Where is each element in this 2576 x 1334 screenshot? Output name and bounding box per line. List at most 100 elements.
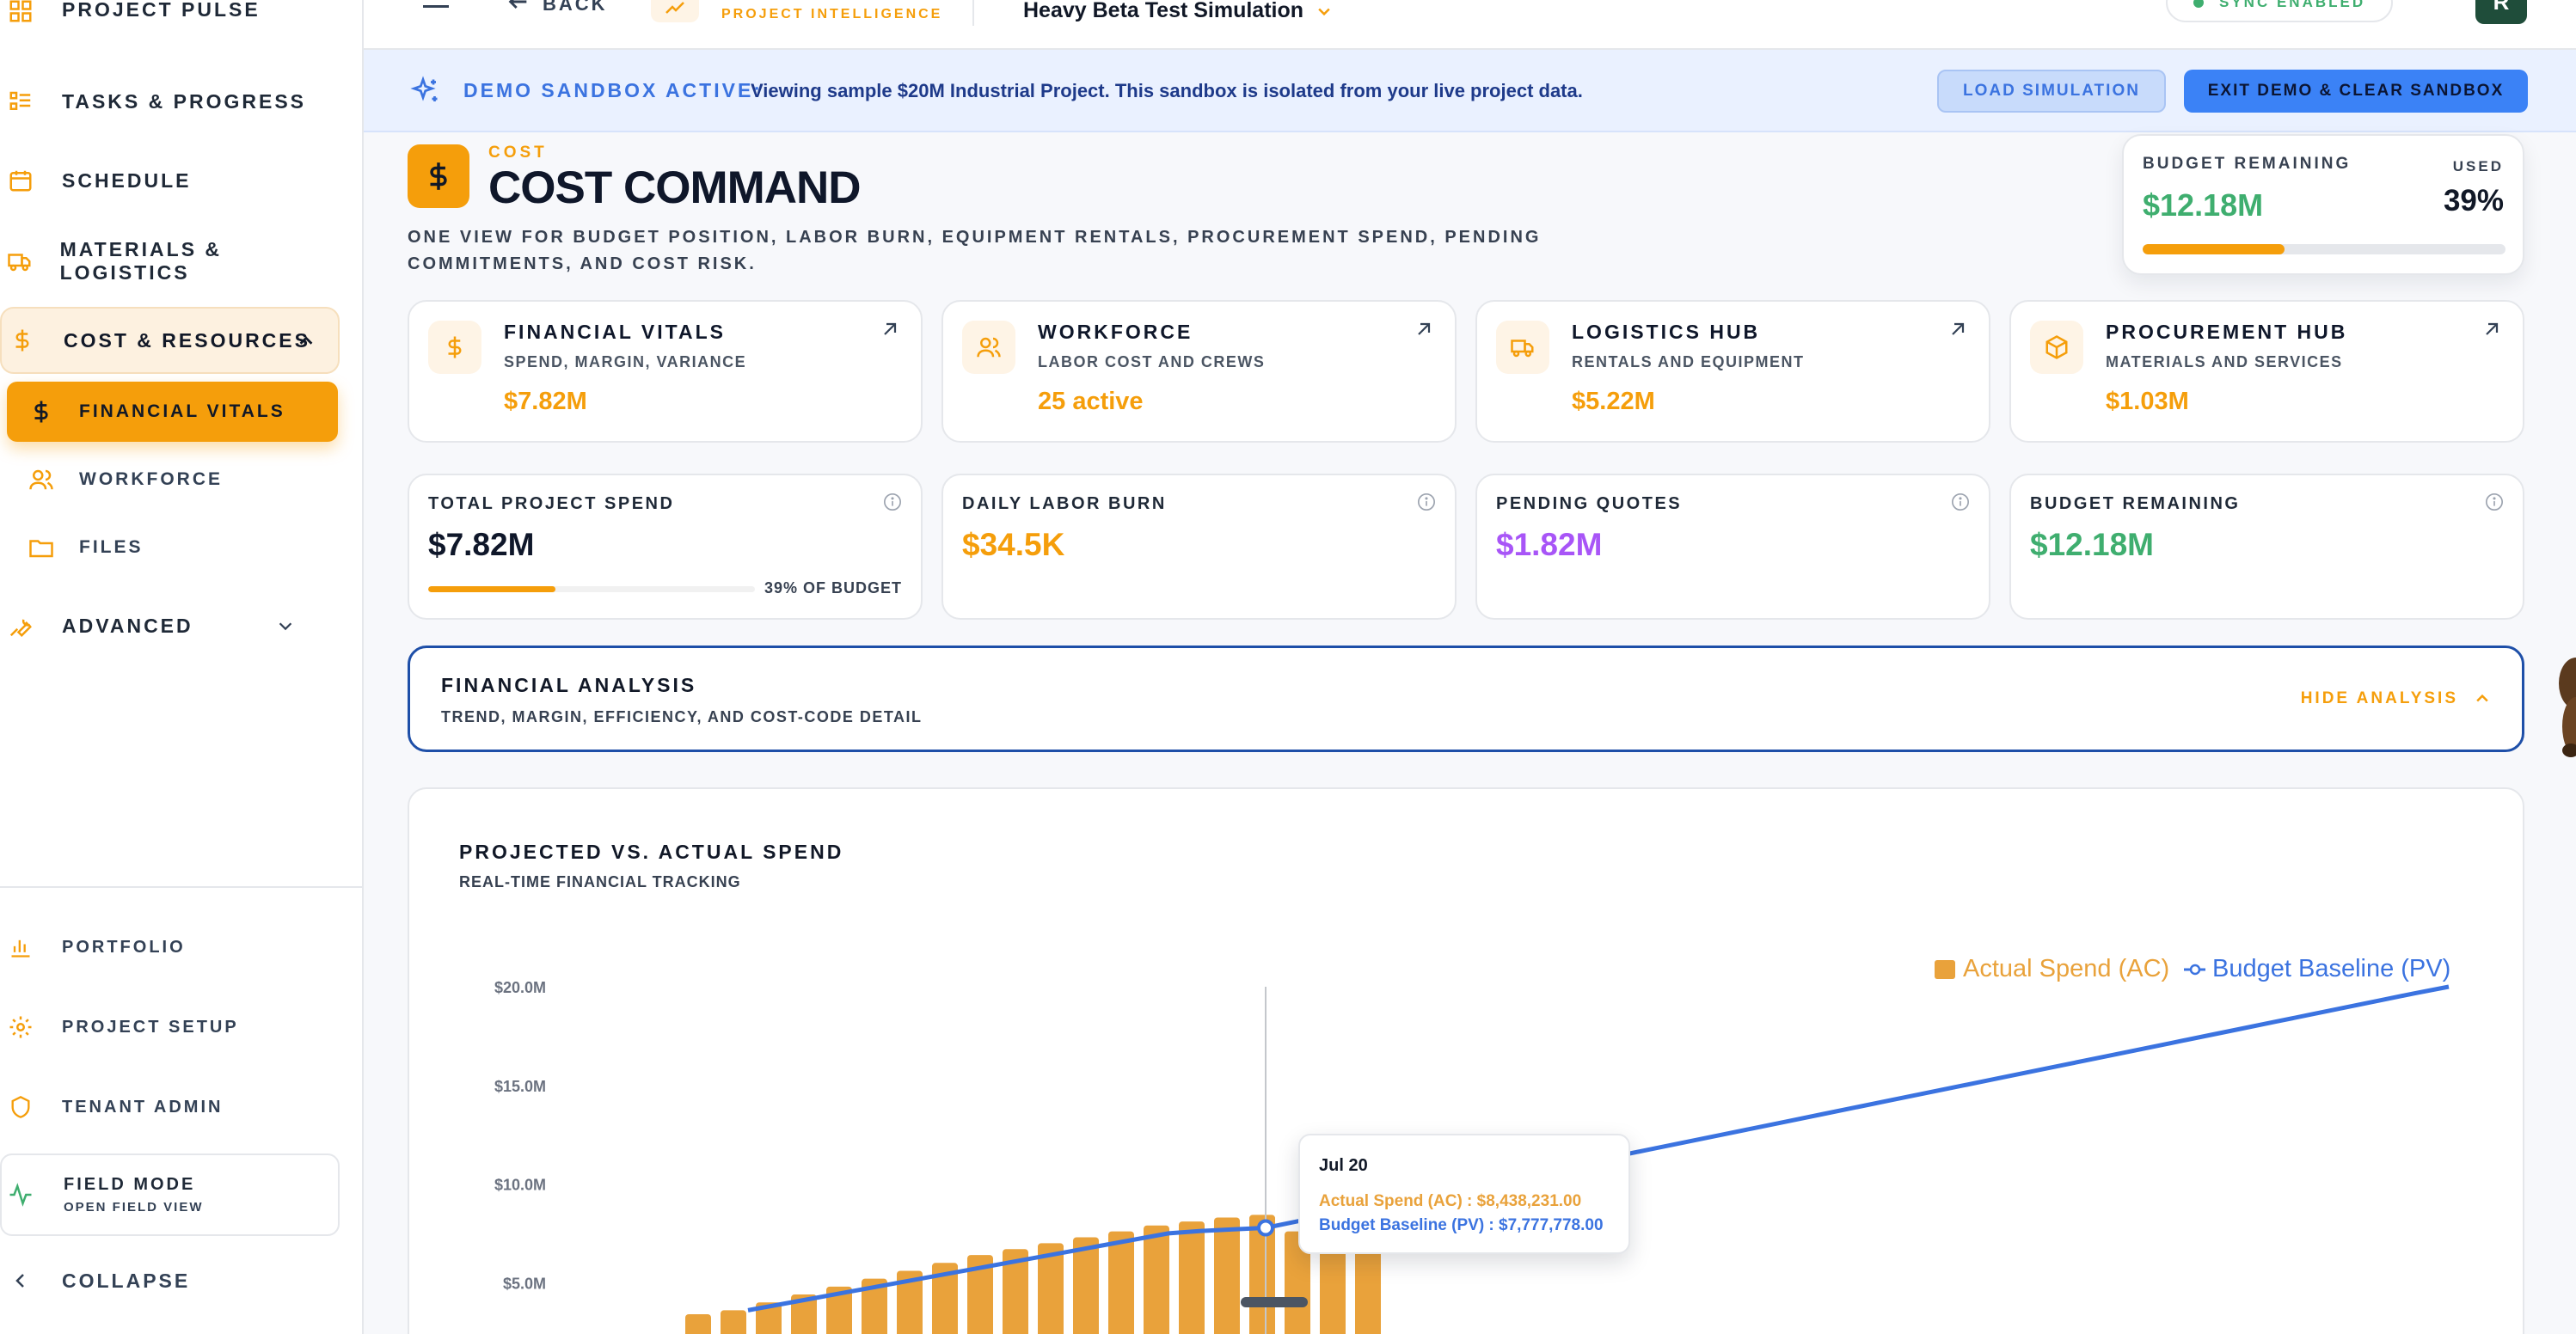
kpi-card-total-project-spend: TOTAL PROJECT SPEND $7.82M 39% OF BUDGET bbox=[408, 474, 923, 620]
budget-used-bar bbox=[2143, 244, 2505, 254]
chart-tooltip: Jul 20 Actual Spend (AC) : $8,438,231.00… bbox=[1298, 1134, 1630, 1254]
page-description-line: ONE VIEW FOR BUDGET POSITION, LABOR BURN… bbox=[408, 228, 1542, 247]
hub-value: $1.03M bbox=[2106, 388, 2189, 415]
tooltip-ac: Actual Spend (AC) : $8,438,231.00 bbox=[1319, 1192, 1582, 1210]
kpi-progress-bar bbox=[428, 586, 755, 592]
chart-title: PROJECTED VS. ACTUAL SPEND bbox=[459, 841, 844, 863]
truck-icon bbox=[1496, 321, 1549, 374]
sidebar-subitem-label: FILES bbox=[79, 537, 144, 557]
field-mode-button[interactable]: FIELD MODE OPEN FIELD VIEW bbox=[0, 1153, 340, 1236]
sidebar-item-tasks[interactable]: TASKS & PROGRESS bbox=[0, 83, 340, 120]
sidebar-subitem-workforce[interactable]: WORKFORCE bbox=[7, 450, 338, 510]
truck-icon bbox=[5, 246, 34, 277]
banner-title: DEMO SANDBOX ACTIVE: bbox=[463, 79, 763, 101]
sidebar-item-project-pulse[interactable]: PROJECT PULSE bbox=[0, 0, 340, 38]
sidebar-item-label: MATERIALS & LOGISTICS bbox=[59, 238, 223, 284]
kpi-label: DAILY LABOR BURN bbox=[962, 494, 1167, 513]
page-header-icon bbox=[408, 144, 469, 208]
sidebar-item-project-setup[interactable]: PROJECT SETUP bbox=[0, 1008, 340, 1046]
info-icon[interactable] bbox=[883, 493, 902, 511]
sidebar-item-tenant-admin[interactable]: TENANT ADMIN bbox=[0, 1088, 340, 1126]
page-description: ONE VIEW FOR BUDGET POSITION, LABOR BURN… bbox=[408, 224, 1541, 278]
sidebar-item-label: PROJECT PULSE bbox=[62, 0, 261, 21]
sidebar-item-advanced[interactable]: ADVANCED bbox=[0, 607, 340, 645]
page-description-line: COMMITMENTS, AND COST RISK. bbox=[408, 254, 757, 273]
users-icon bbox=[26, 464, 57, 495]
hub-subtitle: LABOR COST AND CREWS bbox=[1038, 353, 1266, 370]
hub-card-logistics-hub[interactable]: LOGISTICS HUB RENTALS AND EQUIPMENT $5.22M bbox=[1475, 300, 1990, 443]
analysis-subtitle: TREND, MARGIN, EFFICIENCY, AND COST-CODE… bbox=[441, 708, 923, 725]
back-button[interactable]: BACK bbox=[506, 0, 608, 18]
sparkles-icon bbox=[410, 76, 441, 111]
wrench-icon bbox=[5, 610, 36, 641]
budget-remaining-widget: BUDGET REMAINING $12.18M USED 39% bbox=[2122, 134, 2524, 275]
load-simulation-button[interactable]: LOAD SIMULATION bbox=[1937, 70, 2166, 113]
chart-subtitle: REAL-TIME FINANCIAL TRACKING bbox=[459, 873, 741, 890]
budget-used-fill bbox=[2143, 244, 2285, 254]
chevron-down-icon bbox=[276, 616, 295, 639]
sidebar-item-label: TENANT ADMIN bbox=[62, 1097, 224, 1117]
hub-card-procurement-hub[interactable]: PROCUREMENT HUB MATERIALS AND SERVICES $1.… bbox=[2009, 300, 2524, 443]
brand-subtitle: PROJECT INTELLIGENCE bbox=[721, 7, 943, 21]
back-label: BACK bbox=[543, 0, 608, 15]
sidebar: PROJECT PULSE TASKS & PROGRESS SCHEDULE … bbox=[0, 0, 364, 1334]
sidebar-group-cost-resources[interactable]: COST & RESOURCES bbox=[0, 307, 340, 374]
hub-subtitle: RENTALS AND EQUIPMENT bbox=[1572, 353, 1805, 370]
sidebar-item-portfolio[interactable]: PORTFOLIO bbox=[0, 928, 340, 966]
chevron-down-icon bbox=[1316, 3, 1333, 20]
kpi-label: PENDING QUOTES bbox=[1496, 494, 1683, 513]
menu-icon[interactable] bbox=[423, 0, 449, 20]
exit-demo-button[interactable]: EXIT DEMO & CLEAR SANDBOX bbox=[2184, 70, 2528, 113]
grid-icon bbox=[5, 0, 36, 27]
project-name: Heavy Beta Test Simulation bbox=[1023, 0, 1304, 22]
sidebar-item-materials[interactable]: MATERIALS & LOGISTICS bbox=[0, 238, 340, 284]
sidebar-subitem-files[interactable]: FILES bbox=[7, 517, 338, 578]
sidebar-subitem-financial-vitals[interactable]: FINANCIAL VITALS bbox=[7, 382, 338, 442]
kpi-label: BUDGET REMAINING bbox=[2030, 494, 2241, 513]
tooltip-pv: Budget Baseline (PV) : $7,777,778.00 bbox=[1319, 1216, 1604, 1234]
arrow-up-right-icon[interactable] bbox=[2481, 319, 2504, 341]
sidebar-item-label: ADVANCED bbox=[62, 614, 193, 637]
sidebar-item-label: COST & RESOURCES bbox=[64, 328, 310, 352]
budget-widget-label: BUDGET REMAINING bbox=[2143, 155, 2352, 173]
arrow-up-right-icon[interactable] bbox=[880, 319, 902, 341]
calendar-icon bbox=[5, 165, 36, 196]
used-label: USED bbox=[2452, 158, 2504, 174]
sync-label: SYNC ENABLED bbox=[2219, 0, 2366, 10]
sync-dot-icon bbox=[2193, 0, 2204, 8]
kpi-value: $34.5K bbox=[962, 527, 1065, 562]
arrow-left-icon bbox=[506, 0, 531, 18]
hide-analysis-button[interactable]: HIDE ANALYSIS bbox=[2301, 689, 2491, 708]
arrow-up-right-icon[interactable] bbox=[1414, 319, 1436, 341]
kpi-label: TOTAL PROJECT SPEND bbox=[428, 494, 675, 513]
hub-value: $5.22M bbox=[1572, 388, 1655, 415]
hub-card-workforce[interactable]: WORKFORCE LABOR COST AND CREWS 25 active bbox=[941, 300, 1457, 443]
sidebar-subitem-label: WORKFORCE bbox=[79, 469, 223, 489]
bar-chart-icon bbox=[5, 932, 36, 963]
kpi-value: $7.82M bbox=[428, 527, 535, 562]
avatar[interactable]: R bbox=[2475, 0, 2527, 24]
sidebar-item-label: SCHEDULE bbox=[62, 168, 192, 192]
load-simulation-label: LOAD SIMULATION bbox=[1963, 82, 2140, 100]
hub-card-financial-vitals[interactable]: FINANCIAL VITALS SPEND, MARGIN, VARIANCE $… bbox=[408, 300, 923, 443]
sidebar-item-schedule[interactable]: SCHEDULE bbox=[0, 162, 340, 199]
project-selector[interactable]: Heavy Beta Test Simulation bbox=[1023, 0, 1333, 23]
collapse-button[interactable]: COLLAPSE bbox=[0, 1262, 340, 1300]
demo-banner: DEMO SANDBOX ACTIVE: Viewing sample $20M… bbox=[364, 50, 2576, 132]
page-title: COST COMMAND bbox=[488, 162, 862, 213]
field-mode-sublabel: OPEN FIELD VIEW bbox=[64, 1200, 204, 1215]
dollar-icon bbox=[26, 396, 57, 427]
hub-title: PROCUREMENT HUB bbox=[2106, 321, 2348, 343]
kpi-progress-fill bbox=[428, 586, 556, 592]
arrow-up-right-icon[interactable] bbox=[1947, 319, 1970, 341]
kpi-value: $12.18M bbox=[2030, 527, 2154, 562]
info-icon[interactable] bbox=[1951, 493, 1970, 511]
hub-subtitle: MATERIALS AND SERVICES bbox=[2106, 353, 2343, 370]
topbar-divider bbox=[972, 0, 974, 26]
hub-title: FINANCIAL VITALS bbox=[504, 321, 726, 343]
collapse-label: COLLAPSE bbox=[62, 1269, 191, 1292]
financial-analysis-panel[interactable]: FINANCIAL ANALYSIS TREND, MARGIN, EFFICI… bbox=[408, 646, 2524, 752]
avatar-initial: R bbox=[2493, 0, 2510, 15]
info-icon[interactable] bbox=[2485, 493, 2504, 511]
info-icon[interactable] bbox=[1417, 493, 1436, 511]
